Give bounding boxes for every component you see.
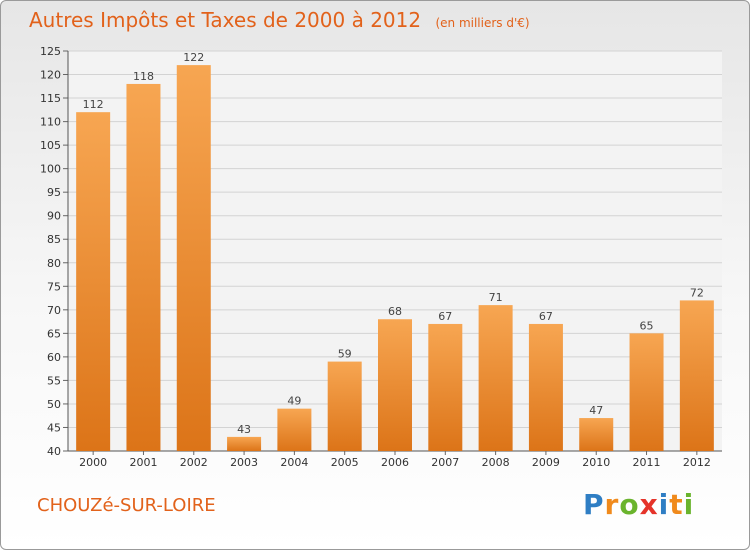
chart-subtitle: (en milliers d'€) bbox=[435, 16, 530, 30]
x-tick-label: 2008 bbox=[482, 456, 510, 469]
y-tick-label: 85 bbox=[47, 233, 61, 246]
bar bbox=[528, 323, 563, 451]
logo-letter: o bbox=[619, 488, 640, 521]
bar bbox=[629, 333, 664, 451]
y-tick-label: 90 bbox=[47, 210, 61, 223]
bar bbox=[176, 65, 211, 451]
data-label: 67 bbox=[438, 310, 452, 323]
bar bbox=[227, 436, 262, 451]
y-tick-label: 120 bbox=[40, 69, 61, 82]
data-label: 72 bbox=[690, 286, 704, 299]
y-tick-label: 80 bbox=[47, 257, 61, 270]
y-tick-label: 70 bbox=[47, 304, 61, 317]
x-tick-label: 2004 bbox=[280, 456, 308, 469]
bar bbox=[378, 319, 412, 451]
place-name: CHOUZé-SUR-LOIRE bbox=[37, 495, 216, 516]
data-label: 67 bbox=[539, 310, 553, 323]
x-tick-label: 2000 bbox=[79, 456, 107, 469]
bar bbox=[76, 112, 111, 452]
y-tick-label: 40 bbox=[47, 445, 61, 458]
x-tick-label: 2012 bbox=[683, 456, 711, 469]
chart-title: Autres Impôts et Taxes de 2000 à 2012 (e… bbox=[29, 8, 530, 32]
bar bbox=[277, 408, 312, 451]
x-tick-label: 2009 bbox=[532, 456, 560, 469]
logo-letter: i bbox=[658, 488, 670, 521]
logo-letter: x bbox=[639, 488, 659, 521]
data-label: 118 bbox=[133, 70, 154, 83]
x-tick-label: 2007 bbox=[431, 456, 459, 469]
y-tick-label: 75 bbox=[47, 280, 61, 293]
bar bbox=[579, 418, 614, 451]
x-tick-label: 2001 bbox=[129, 456, 157, 469]
logo-letter: t bbox=[669, 488, 684, 521]
data-label: 49 bbox=[287, 395, 301, 408]
bar bbox=[327, 361, 362, 451]
data-label: 68 bbox=[388, 305, 402, 318]
bar bbox=[126, 83, 161, 452]
y-tick-label: 45 bbox=[47, 421, 61, 434]
chart-title-text: Autres Impôts et Taxes de 2000 à 2012 bbox=[29, 8, 422, 32]
data-label: 71 bbox=[489, 291, 503, 304]
bar bbox=[679, 300, 714, 451]
x-tick-label: 2003 bbox=[230, 456, 258, 469]
bar bbox=[478, 305, 513, 451]
y-tick-label: 110 bbox=[40, 116, 61, 129]
data-label: 122 bbox=[183, 51, 204, 64]
x-tick-label: 2006 bbox=[381, 456, 409, 469]
y-tick-label: 125 bbox=[40, 45, 61, 58]
data-label: 112 bbox=[83, 98, 104, 111]
logo-letter: P bbox=[583, 488, 605, 521]
y-tick-label: 60 bbox=[47, 351, 61, 364]
logo-letter: r bbox=[604, 488, 620, 521]
y-tick-label: 55 bbox=[47, 374, 61, 387]
proxiti-logo: Proxiti bbox=[583, 488, 694, 521]
logo-letter: i bbox=[683, 488, 695, 521]
x-tick-label: 2010 bbox=[582, 456, 610, 469]
y-tick-label: 100 bbox=[40, 163, 61, 176]
y-tick-label: 50 bbox=[47, 398, 61, 411]
data-label: 47 bbox=[589, 404, 603, 417]
data-label: 43 bbox=[237, 423, 251, 436]
data-label: 65 bbox=[640, 319, 654, 332]
x-tick-label: 2002 bbox=[180, 456, 208, 469]
x-tick-label: 2011 bbox=[633, 456, 661, 469]
y-tick-label: 105 bbox=[40, 139, 61, 152]
y-tick-label: 95 bbox=[47, 186, 61, 199]
y-tick-label: 65 bbox=[47, 327, 61, 340]
bar bbox=[428, 323, 463, 451]
data-label: 59 bbox=[338, 348, 352, 361]
y-tick-label: 115 bbox=[40, 92, 61, 105]
x-tick-label: 2005 bbox=[331, 456, 359, 469]
